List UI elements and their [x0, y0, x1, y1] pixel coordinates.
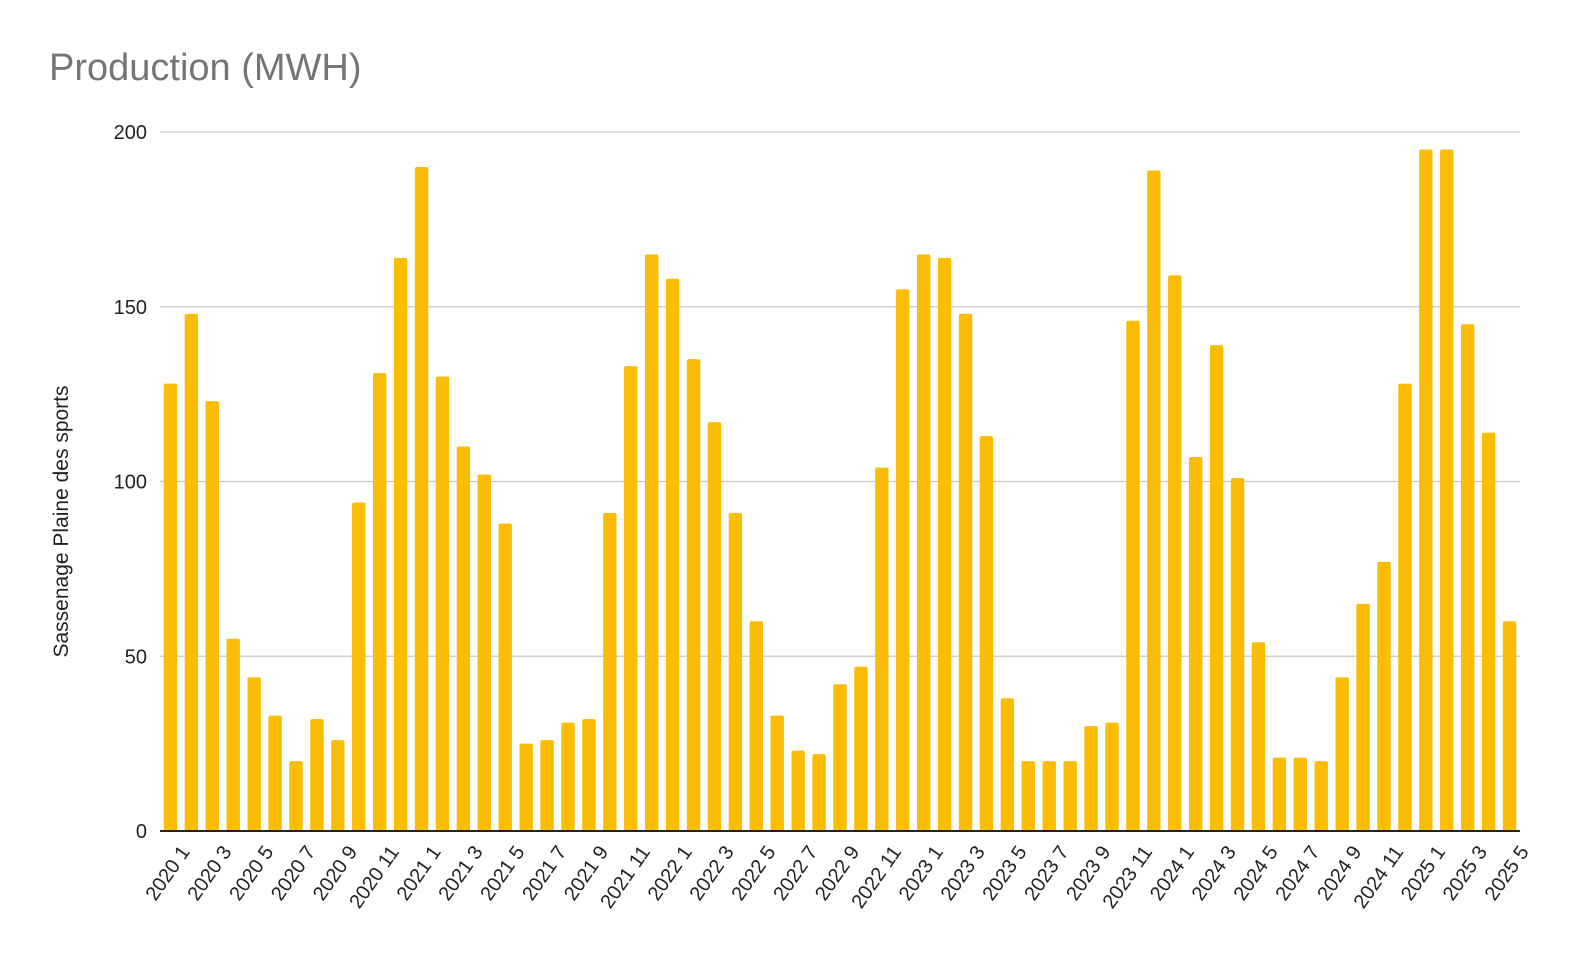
bar [1314, 761, 1328, 831]
bar [1147, 170, 1161, 831]
bar [1251, 642, 1266, 831]
bar [331, 740, 345, 831]
bar [1063, 761, 1077, 831]
bar [519, 743, 533, 831]
bar [1440, 149, 1454, 832]
bars [163, 149, 1517, 832]
bar [1188, 457, 1203, 831]
bar [1293, 757, 1308, 831]
bar [1272, 757, 1287, 831]
bar [289, 761, 303, 831]
bar [812, 754, 826, 831]
bar [1042, 761, 1056, 831]
bar [1460, 324, 1475, 831]
y-tick-label: 200 [114, 122, 147, 144]
bar [875, 467, 889, 831]
bar [1335, 677, 1349, 831]
bar [310, 719, 324, 831]
bar [958, 313, 973, 831]
bar [644, 254, 659, 831]
chart-title: Production (MWH) [49, 47, 362, 89]
bar [435, 376, 450, 831]
y-tick-label: 100 [114, 472, 147, 494]
bar [1000, 698, 1015, 831]
bar [686, 359, 701, 831]
y-tick-label: 50 [125, 646, 147, 668]
bar [456, 446, 471, 831]
bar [498, 523, 512, 831]
bar [937, 257, 952, 831]
bar [582, 719, 596, 831]
bar [770, 715, 784, 831]
bar [540, 740, 554, 831]
gridlines [160, 131, 1520, 657]
bar [205, 401, 220, 831]
bar [1084, 726, 1098, 831]
y-tick-label: 150 [114, 297, 147, 319]
bar [854, 666, 868, 831]
bar [916, 254, 931, 831]
bar [728, 512, 743, 831]
bar [393, 257, 408, 831]
bar [1209, 345, 1224, 831]
bar [1021, 761, 1036, 831]
bar [414, 166, 429, 831]
bar [561, 722, 575, 831]
bar [226, 638, 240, 831]
bar [268, 715, 282, 831]
bar [1126, 320, 1140, 831]
y-axis-label: Sassenage Plaine des sports [50, 385, 73, 657]
bar [791, 750, 805, 831]
bar [896, 289, 910, 831]
bar [1230, 478, 1245, 831]
bar [749, 621, 764, 831]
bar [1105, 722, 1119, 831]
bar [184, 313, 199, 831]
bar [1377, 561, 1391, 831]
bar [1168, 275, 1182, 831]
bar [1419, 149, 1433, 832]
bar [477, 474, 492, 831]
bar [603, 512, 617, 831]
bar [372, 373, 387, 831]
bar [247, 677, 261, 831]
bar [707, 422, 722, 831]
bar [624, 366, 638, 831]
bar [1502, 621, 1517, 831]
bar [1481, 432, 1496, 831]
bar [665, 278, 680, 831]
y-axis-ticks: 0 50 100 150 200 [114, 122, 147, 843]
bar [163, 383, 178, 831]
bar [1356, 603, 1370, 831]
bar [1398, 383, 1412, 831]
bar [833, 684, 847, 831]
y-tick-label: 0 [136, 821, 147, 843]
bar [352, 502, 366, 831]
bar [979, 436, 994, 831]
x-tick-label: 2025 5 [1481, 842, 1534, 905]
